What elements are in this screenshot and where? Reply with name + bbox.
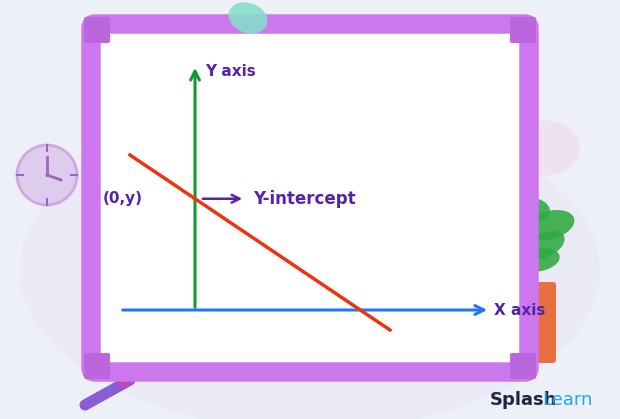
Ellipse shape bbox=[20, 110, 600, 419]
Ellipse shape bbox=[489, 213, 531, 247]
Ellipse shape bbox=[525, 232, 565, 258]
Text: Splash: Splash bbox=[490, 391, 557, 409]
FancyBboxPatch shape bbox=[84, 17, 110, 43]
FancyBboxPatch shape bbox=[91, 24, 529, 372]
Text: Y axis: Y axis bbox=[205, 65, 255, 80]
Circle shape bbox=[17, 145, 77, 205]
Text: Y-intercept: Y-intercept bbox=[253, 190, 356, 208]
FancyBboxPatch shape bbox=[485, 282, 556, 363]
Text: X axis: X axis bbox=[494, 303, 546, 318]
Ellipse shape bbox=[526, 210, 574, 241]
Ellipse shape bbox=[510, 121, 580, 176]
FancyBboxPatch shape bbox=[84, 353, 110, 379]
FancyBboxPatch shape bbox=[510, 353, 536, 379]
Ellipse shape bbox=[521, 247, 559, 273]
Text: (0,y): (0,y) bbox=[103, 191, 143, 206]
Text: Learn: Learn bbox=[542, 391, 592, 409]
Ellipse shape bbox=[502, 238, 539, 261]
Ellipse shape bbox=[512, 195, 549, 225]
Ellipse shape bbox=[484, 238, 516, 262]
FancyBboxPatch shape bbox=[510, 17, 536, 43]
Ellipse shape bbox=[229, 3, 267, 34]
